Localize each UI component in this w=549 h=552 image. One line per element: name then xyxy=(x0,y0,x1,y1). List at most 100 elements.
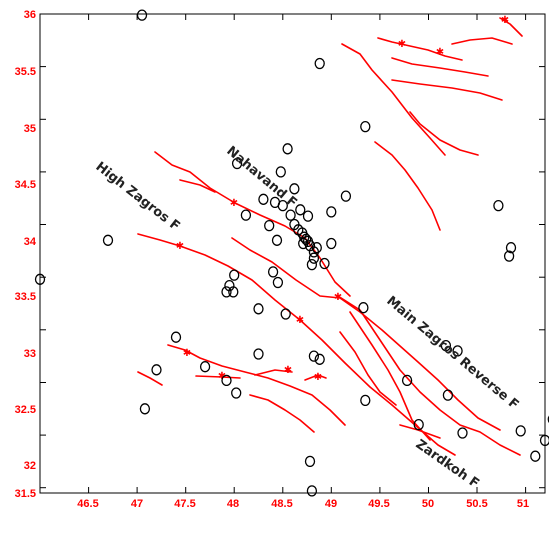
earthquake-marker xyxy=(360,120,371,133)
earthquake-marker xyxy=(295,204,306,216)
earthquake-marker xyxy=(340,190,352,202)
earthquake-marker xyxy=(505,242,517,254)
high-zagros-fault-trace xyxy=(137,233,456,456)
fault-marker: ✱ xyxy=(284,365,292,376)
earthquake-epicenters xyxy=(34,9,549,497)
y-tick-label: 33 xyxy=(24,348,36,360)
x-tick-label: 49 xyxy=(325,498,337,510)
earthquake-marker xyxy=(401,374,413,387)
fault-marker: ✱ xyxy=(334,292,342,303)
y-tick-label: 35 xyxy=(24,123,36,135)
earthquake-marker xyxy=(253,348,264,360)
earthquake-marker xyxy=(253,303,264,315)
earthquake-marker xyxy=(136,9,148,21)
earthquake-marker xyxy=(306,258,318,271)
ne-fault-5 xyxy=(391,57,489,77)
fault-marker: ✱ xyxy=(230,198,238,209)
y-tick-label: 32 xyxy=(24,460,36,472)
y-tick-label: 33.5 xyxy=(15,291,36,303)
earthquake-marker xyxy=(360,394,371,407)
earthquake-marker xyxy=(267,266,279,278)
earthquake-marker xyxy=(515,425,526,437)
x-tick-label: 48 xyxy=(227,498,239,510)
earthquake-marker xyxy=(280,308,291,320)
earthquake-marker xyxy=(547,415,549,424)
fault-traces xyxy=(137,17,523,456)
earthquake-marker xyxy=(289,183,300,195)
earthquake-marker xyxy=(34,273,46,285)
fault-marker: ✱ xyxy=(176,241,184,252)
earthquake-marker xyxy=(539,434,549,447)
earthquake-marker xyxy=(413,418,424,431)
south-fault-2 xyxy=(249,394,315,433)
mzrf-main-segment-2 xyxy=(349,311,431,441)
earthquake-marker xyxy=(457,427,468,439)
x-tick-label: 50 xyxy=(422,498,434,510)
y-tick-label: 34 xyxy=(24,236,37,248)
axis-ticks xyxy=(40,13,545,493)
x-tick-label: 48.5 xyxy=(271,498,292,510)
earthquake-marker xyxy=(452,345,463,357)
fault-marker: ✱ xyxy=(398,39,406,50)
south-fault-6 xyxy=(304,374,327,381)
earthquake-marker xyxy=(299,231,310,243)
earthquake-marker xyxy=(272,276,284,289)
fault-marker: ✱ xyxy=(296,315,304,326)
earthquake-marker xyxy=(308,350,320,362)
earthquake-marker xyxy=(326,237,337,250)
earthquake-marker xyxy=(264,219,275,232)
earthquake-marker xyxy=(503,250,515,262)
x-tick-label: 51 xyxy=(517,498,529,510)
y-tick-label: 36 xyxy=(24,9,36,21)
earthquake-marker xyxy=(221,286,232,298)
mzrf-main-trace xyxy=(337,295,521,456)
x-tick-label: 50.5 xyxy=(466,498,487,510)
earthquake-marker xyxy=(199,361,211,373)
fault-label-zardkoh: Zardkoh F xyxy=(413,437,482,492)
earthquake-marker xyxy=(170,331,182,343)
south-fault-5 xyxy=(254,369,293,376)
mzrf-upper-segment-2 xyxy=(179,179,216,193)
earthquake-marker xyxy=(229,269,240,281)
ne-fault-1 xyxy=(341,43,446,156)
fault-marker: ✱ xyxy=(436,47,444,58)
earthquake-marker xyxy=(298,237,309,250)
ne-fault-8 xyxy=(499,17,523,37)
fault-marker: ✱ xyxy=(501,15,509,26)
earthquake-marker xyxy=(319,257,330,270)
earthquake-marker xyxy=(231,157,243,170)
earthquake-marker xyxy=(302,210,314,222)
y-axis-tick-labels: 36 35.5 35 34.5 34 33.5 33 32.5 32 31.5 xyxy=(15,9,37,500)
earthquake-marker xyxy=(258,193,269,205)
x-tick-label: 47 xyxy=(131,498,143,510)
ne-fault-2 xyxy=(374,141,441,231)
ne-fault-3 xyxy=(409,111,479,156)
fault-label-high-zagros: High Zagros F xyxy=(93,159,183,234)
zardkoh-fault-trace xyxy=(339,331,397,406)
earthquake-marker xyxy=(308,246,320,258)
map-frame xyxy=(39,13,546,494)
y-tick-label: 31.5 xyxy=(15,488,36,500)
earthquake-marker xyxy=(231,387,242,399)
mzrf-upper-trace xyxy=(154,151,351,297)
earthquake-marker xyxy=(228,286,239,298)
nahavand-fault-trace xyxy=(231,237,501,431)
earthquake-marker xyxy=(314,57,325,70)
earthquake-marker xyxy=(240,209,252,221)
earthquake-marker xyxy=(221,374,232,387)
earthquake-marker xyxy=(282,143,293,155)
ne-fault-6 xyxy=(391,79,503,101)
y-tick-label: 34.5 xyxy=(15,179,36,191)
south-fault-4 xyxy=(195,375,241,379)
earthquake-marker xyxy=(308,252,320,264)
earthquake-marker xyxy=(314,353,325,365)
x-tick-label: 47.5 xyxy=(174,498,195,510)
fault-markers: ✱ ✱ ✱ ✱ ✱ ✱ ✱ ✱ ✱ ✱ ✱ xyxy=(176,15,509,383)
earthquake-marker xyxy=(139,403,151,415)
fault-marker: ✱ xyxy=(218,371,226,382)
earthquake-marker xyxy=(530,450,541,462)
earthquake-marker xyxy=(285,209,296,221)
fault-marker: ✱ xyxy=(183,348,191,359)
earthquake-marker xyxy=(493,199,504,212)
